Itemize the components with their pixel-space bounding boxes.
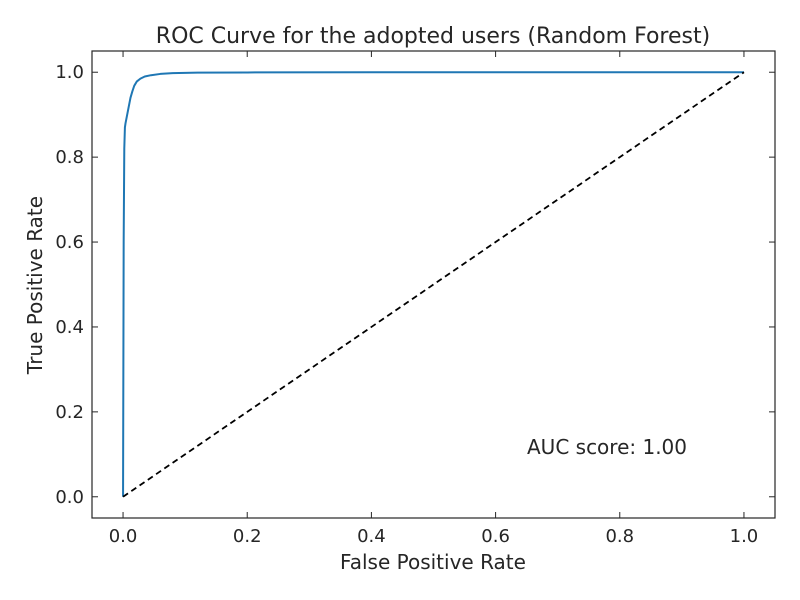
y-tick-label-0: 0.0 [55, 487, 84, 508]
roc-curve-line [122, 71, 744, 497]
auc-annotation: AUC score: 1.00 [527, 435, 687, 459]
y-tick-label-2: 0.4 [55, 317, 84, 338]
series-group [122, 71, 745, 498]
chance-line [122, 71, 745, 498]
plot-frame [91, 50, 776, 519]
axis-ticks: 0.0 0.2 0.4 0.6 0.8 1.0 0.0 0.2 0.4 0.6 0.8 1.0 [55, 51, 775, 547]
x-tick-label-4: 0.8 [605, 526, 634, 547]
x-tick-label-5: 1.0 [730, 526, 759, 547]
y-tick-label-1: 0.2 [55, 402, 84, 423]
x-tick-label-3: 0.6 [481, 526, 510, 547]
y-tick-label-5: 1.0 [55, 62, 84, 83]
x-tick-label-1: 0.2 [233, 526, 262, 547]
x-tick-label-2: 0.4 [357, 526, 386, 547]
x-axis-label: False Positive Rate [340, 550, 526, 574]
y-tick-label-4: 0.8 [55, 147, 84, 168]
chart-title: ROC Curve for the adopted users (Random … [156, 24, 710, 49]
x-tick-label-0: 0.0 [109, 526, 138, 547]
y-tick-label-3: 0.6 [55, 232, 84, 253]
y-axis-label: True Positive Rate [23, 196, 47, 375]
